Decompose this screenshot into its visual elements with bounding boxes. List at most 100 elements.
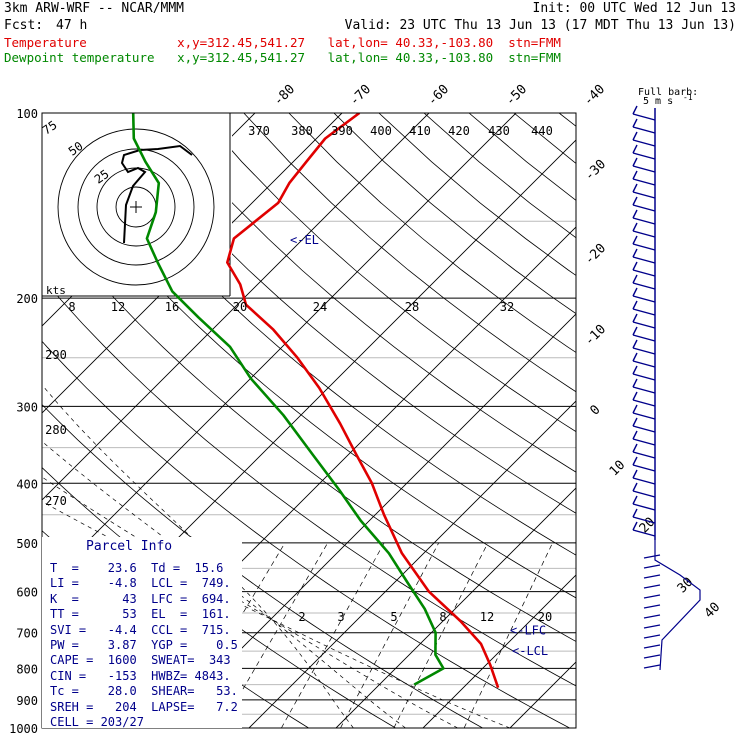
pressure-tick-label: 900	[16, 694, 38, 708]
wind-barb	[632, 516, 656, 524]
mixing-ratio-label: 12	[480, 610, 494, 624]
wind-barb-flag	[632, 222, 638, 232]
dry-adiabat-line	[558, 113, 576, 127]
wind-barb	[632, 451, 656, 459]
mixing-ratio-label: 3	[337, 610, 344, 624]
isotherm-label: -70	[347, 82, 374, 109]
barb-legend-line1: Full barb:	[638, 87, 698, 98]
isotherm-line	[161, 313, 576, 728]
temperature-profile-line	[226, 113, 500, 689]
wind-barb	[632, 373, 656, 381]
wind-barb-flag	[632, 170, 638, 180]
wind-barb	[632, 490, 656, 498]
wind-barb	[632, 165, 656, 173]
wind-barb	[632, 178, 656, 186]
plot-frame	[41, 112, 577, 729]
wind-barb-flag	[632, 144, 638, 154]
dewpoint-profile-line	[131, 113, 445, 686]
pressure-tick-label: 100	[16, 107, 38, 121]
wind-barb-flag	[632, 391, 638, 401]
wind-barb-flag	[632, 326, 638, 336]
mixing-ratio-line	[463, 542, 553, 728]
wind-barb-flag	[632, 209, 638, 219]
parcel-info-rows: T = 23.6 Td = 15.6 LI = -4.8 LCL = 749. K …	[50, 561, 238, 730]
wind-barb	[643, 574, 661, 579]
wind-barb-flag	[632, 287, 638, 297]
wind-barb-flag	[632, 261, 638, 271]
wind-barb	[632, 269, 656, 277]
isotherm-line	[684, 113, 740, 728]
pressure-tick-label: 800	[16, 662, 38, 676]
temperature-legend: Temperature x,y=312.45,541.27 lat,lon= 4…	[4, 35, 561, 50]
wind-barb	[632, 308, 656, 316]
pressure-tick-label: 700	[16, 627, 38, 641]
isotherm-line	[42, 113, 343, 414]
wind-barb-flag	[632, 508, 638, 518]
mixing-ratio-line	[393, 542, 489, 728]
theta-label: 380	[291, 124, 313, 138]
wind-barb	[643, 584, 661, 589]
forecast-label: Fcst:	[4, 18, 44, 33]
hodograph-ring-label: 25	[92, 167, 112, 187]
parcel-info-row: LI = -4.8 LCL = 749.	[50, 576, 231, 591]
wind-barb-flag	[632, 157, 638, 167]
wind-barb	[632, 282, 656, 290]
wind-barb	[643, 644, 661, 649]
hodograph-background	[42, 113, 232, 296]
wind-barb	[643, 664, 661, 669]
wind-barb-flag	[632, 300, 638, 310]
level-marker-label: <-LCL	[512, 644, 548, 658]
wind-barb-flag	[632, 118, 638, 128]
isotherm-line	[335, 487, 576, 728]
wind-barb-flag	[632, 443, 638, 453]
speed-axis-label: 32	[500, 300, 514, 314]
valid-time: Valid: 23 UTC Thu 13 Jun 13 (17 MDT Thu …	[344, 18, 736, 33]
isotherm-line	[42, 113, 517, 588]
speed-axis-label: 20	[233, 300, 247, 314]
wind-barb	[632, 217, 656, 225]
theta-label: 420	[448, 124, 470, 138]
wind-barb-flag	[632, 378, 638, 388]
wind-barb	[632, 425, 656, 433]
theta-label: 270	[45, 494, 67, 508]
wind-barb	[643, 604, 661, 609]
wind-barb	[643, 564, 661, 569]
hodograph-trace	[120, 144, 193, 244]
pressure-tick-label: 500	[16, 537, 38, 551]
theta-label: 370	[248, 124, 270, 138]
moist-adiabat-line	[42, 501, 511, 728]
wind-barb	[632, 386, 656, 394]
wind-barb	[643, 614, 661, 619]
isotherm-line	[422, 574, 576, 728]
wind-barb	[643, 554, 661, 559]
dry-adiabat-line	[198, 113, 576, 433]
wind-barb	[632, 503, 656, 511]
speed-axis-label: 24	[313, 300, 327, 314]
dry-adiabat-line	[513, 113, 576, 164]
dry-adiabat-line	[423, 113, 576, 239]
wind-barb-flag	[632, 131, 638, 141]
wind-barb-flag	[632, 313, 638, 323]
wind-barb-flag	[632, 521, 638, 531]
wind-barb	[632, 399, 656, 407]
isotherm-label: -30	[582, 157, 609, 184]
isotherm-label: -40	[581, 82, 608, 109]
hodograph-ring-label: 75	[40, 118, 60, 138]
pressure-tick-label: 1000	[9, 722, 38, 736]
level-marker-label: <-LFC	[510, 623, 546, 637]
theta-label: 280	[45, 423, 67, 437]
speed-axis-label: 16	[165, 300, 179, 314]
isotherm-label: 40	[702, 600, 724, 622]
pressure-tick-label: 200	[16, 292, 38, 306]
wind-barb-flag	[632, 469, 638, 479]
speed-axis-label: 12	[111, 300, 125, 314]
parcel-info-row: CAPE = 1600 SWEAT= 343	[50, 653, 231, 668]
parcel-info-row: SVI = -4.4 CCL = 715.	[50, 622, 231, 637]
wind-barb	[632, 477, 656, 485]
hodograph-ring	[57, 128, 215, 286]
dry-adiabat-line	[108, 113, 576, 514]
wind-barb-flag	[632, 196, 638, 206]
hodograph-units-label: kts	[46, 284, 66, 297]
